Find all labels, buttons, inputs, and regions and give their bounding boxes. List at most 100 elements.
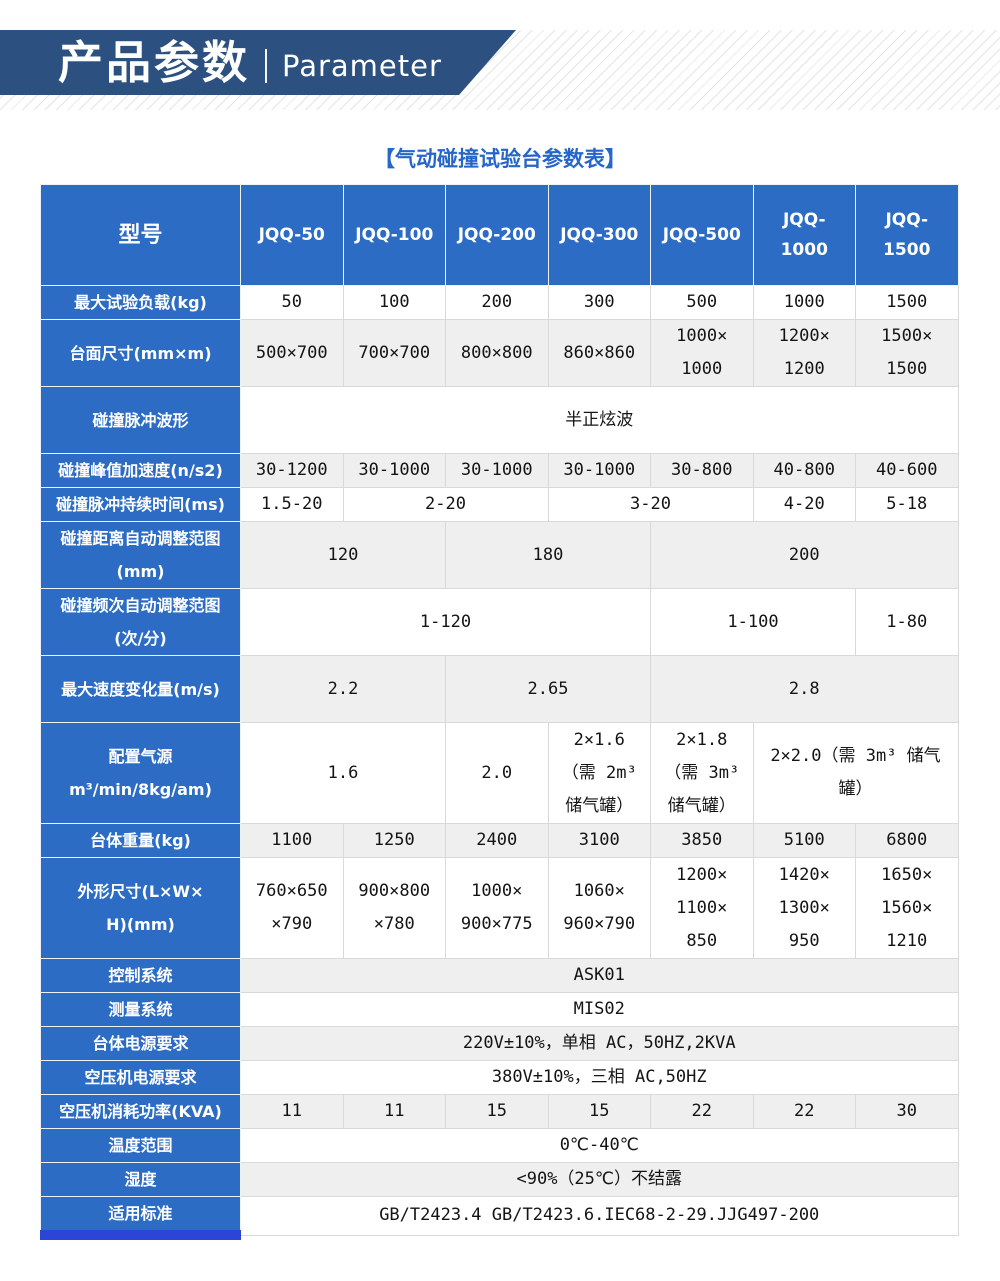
value-cell: 900×800 ×780 xyxy=(342,857,446,959)
value-cell: 700×700 xyxy=(342,319,446,387)
table-row: 台体重量(kg) 1100 1250 2400 3100 3850 5100 6800 xyxy=(40,823,959,858)
value-cell: <90%（25℃）不结露 xyxy=(240,1162,959,1197)
table-row: 碰撞距离自动调整范图 (mm) 120 180 200 xyxy=(40,521,959,589)
row-label: 适用标准 xyxy=(40,1196,241,1240)
value-cell: 180 xyxy=(445,521,651,589)
row-label: 碰撞峰值加速度(n/s2) xyxy=(40,453,241,488)
table-row: 最大试验负载(kg) 50 100 200 300 500 1000 1500 xyxy=(40,285,959,320)
table-title: 【气动碰撞试验台参数表】 xyxy=(374,147,626,171)
banner-title-cn: 产品参数 xyxy=(58,36,251,89)
row-label: 台体电源要求 xyxy=(40,1026,241,1061)
value-cell: 40-600 xyxy=(855,453,959,488)
value-cell: ASK01 xyxy=(240,958,959,993)
value-cell: 1200× 1200 xyxy=(752,319,856,387)
banner-divider xyxy=(265,49,267,83)
banner-title-en: Parameter xyxy=(282,48,442,83)
value-cell: 120 xyxy=(240,521,446,589)
model-column-label: 型号 xyxy=(40,184,241,286)
value-cell: 220V±10%，单相 AC，50HZ,2KVA xyxy=(240,1026,959,1061)
value-cell: 860×860 xyxy=(547,319,651,387)
table-row: 最大速度变化量(m/s) 2.2 2.65 2.8 xyxy=(40,655,959,723)
value-cell: 1-80 xyxy=(855,588,959,656)
row-label: 配置气源 m³/min/8kg/am) xyxy=(40,722,241,824)
value-cell: 30 xyxy=(855,1094,959,1129)
table-row: 测量系统 MIS02 xyxy=(40,992,959,1027)
value-cell: 760×650 ×790 xyxy=(240,857,344,959)
value-cell: 11 xyxy=(342,1094,446,1129)
value-cell: 1250 xyxy=(342,823,446,858)
value-cell: MIS02 xyxy=(240,992,959,1027)
value-cell: 1000× 1000 xyxy=(650,319,754,387)
model-header: JQQ-50 xyxy=(240,184,344,286)
table-row: 配置气源 m³/min/8kg/am) 1.6 2.0 2×1.6 （需 2m³ 储气… xyxy=(40,722,959,824)
row-label: 碰撞脉冲持续时间(ms) xyxy=(40,487,241,522)
value-cell: 2.0 xyxy=(445,722,549,824)
value-cell: 15 xyxy=(547,1094,651,1129)
row-label: 碰撞频次自动调整范图 (次/分) xyxy=(40,588,241,656)
model-header: JQQ-100 xyxy=(342,184,446,286)
row-label: 台体重量(kg) xyxy=(40,823,241,858)
row-label: 控制系统 xyxy=(40,958,241,993)
value-cell: 100 xyxy=(342,285,446,320)
value-cell: 380V±10%，三相 AC,50HZ xyxy=(240,1060,959,1095)
value-cell: 2×2.0（需 3m³ 储气 罐） xyxy=(752,722,959,824)
model-header: JQQ-300 xyxy=(547,184,651,286)
value-cell: 40-800 xyxy=(752,453,856,488)
row-label: 外形尺寸(L×W× H)(mm) xyxy=(40,857,241,959)
parameter-table-body: 最大试验负载(kg) 50 100 200 300 500 1000 1500 台面尺寸(mm×… xyxy=(40,285,959,1240)
value-cell: 2.8 xyxy=(650,655,959,723)
table-row: 台体电源要求 220V±10%，单相 AC，50HZ,2KVA xyxy=(40,1026,959,1061)
value-cell: 30-1200 xyxy=(240,453,344,488)
value-cell: 5-18 xyxy=(855,487,959,522)
parameter-table: 型号 JQQ-50 JQQ-100 JQQ-200 JQQ-300 JQQ-500 JQQ-… xyxy=(40,184,959,1240)
value-cell: 2-20 xyxy=(342,487,549,522)
value-cell: 500×700 xyxy=(240,319,344,387)
value-cell: 50 xyxy=(240,285,344,320)
value-cell: 200 xyxy=(650,521,959,589)
model-header: JQQ- 1000 xyxy=(752,184,856,286)
row-label: 湿度 xyxy=(40,1162,241,1197)
table-row: 碰撞脉冲波形 半正炫波 xyxy=(40,386,959,454)
value-cell: 500 xyxy=(650,285,754,320)
value-cell: 半正炫波 xyxy=(240,386,959,454)
table-row: 台面尺寸(mm×m) 500×700 700×700 800×800 860×860 10… xyxy=(40,319,959,387)
value-cell: 300 xyxy=(547,285,651,320)
value-cell: 1.6 xyxy=(240,722,446,824)
value-cell: GB/T2423.4 GB/T2423.6.IEC68-2-29.JJG497-… xyxy=(240,1196,959,1236)
value-cell: 4-20 xyxy=(752,487,856,522)
value-cell: 1650× 1560× 1210 xyxy=(855,857,959,959)
header-row: 型号 JQQ-50 JQQ-100 JQQ-200 JQQ-300 JQQ-500 JQQ-… xyxy=(40,184,959,286)
value-cell: 2.2 xyxy=(240,655,446,723)
value-cell: 3-20 xyxy=(547,487,754,522)
parameter-table-header: 型号 JQQ-50 JQQ-100 JQQ-200 JQQ-300 JQQ-500 JQQ-… xyxy=(40,184,959,286)
value-cell: 3850 xyxy=(650,823,754,858)
value-cell: 1-100 xyxy=(650,588,856,656)
value-cell: 1.5-20 xyxy=(240,487,344,522)
value-cell: 6800 xyxy=(855,823,959,858)
row-label: 温度范围 xyxy=(40,1128,241,1163)
value-cell: 22 xyxy=(650,1094,754,1129)
table-row: 外形尺寸(L×W× H)(mm) 760×650 ×790 900×800 ×780… xyxy=(40,857,959,959)
value-cell: 15 xyxy=(445,1094,549,1129)
value-cell: 2×1.8 （需 3m³ 储气罐） xyxy=(650,722,754,824)
table-row: 湿度 <90%（25℃）不结露 xyxy=(40,1162,959,1197)
value-cell: 1060× 960×790 xyxy=(547,857,651,959)
table-row: 温度范围 0℃-40℃ xyxy=(40,1128,959,1163)
row-label: 台面尺寸(mm×m) xyxy=(40,319,241,387)
value-cell: 2×1.6 （需 2m³ 储气罐） xyxy=(547,722,651,824)
value-cell: 200 xyxy=(445,285,549,320)
table-row: 控制系统 ASK01 xyxy=(40,958,959,993)
table-row: 碰撞脉冲持续时间(ms) 1.5-20 2-20 3-20 4-20 5-18 xyxy=(40,487,959,522)
value-cell: 1000 xyxy=(752,285,856,320)
value-cell: 30-800 xyxy=(650,453,754,488)
table-row: 碰撞频次自动调整范图 (次/分) 1-120 1-100 1-80 xyxy=(40,588,959,656)
row-label: 碰撞脉冲波形 xyxy=(40,386,241,454)
value-cell: 30-1000 xyxy=(342,453,446,488)
row-label: 空压机电源要求 xyxy=(40,1060,241,1095)
table-row: 碰撞峰值加速度(n/s2) 30-1200 30-1000 30-1000 30-100… xyxy=(40,453,959,488)
value-cell: 1-120 xyxy=(240,588,651,656)
model-header: JQQ-500 xyxy=(650,184,754,286)
row-label: 测量系统 xyxy=(40,992,241,1027)
table-row: 空压机电源要求 380V±10%，三相 AC,50HZ xyxy=(40,1060,959,1095)
row-label: 最大速度变化量(m/s) xyxy=(40,655,241,723)
